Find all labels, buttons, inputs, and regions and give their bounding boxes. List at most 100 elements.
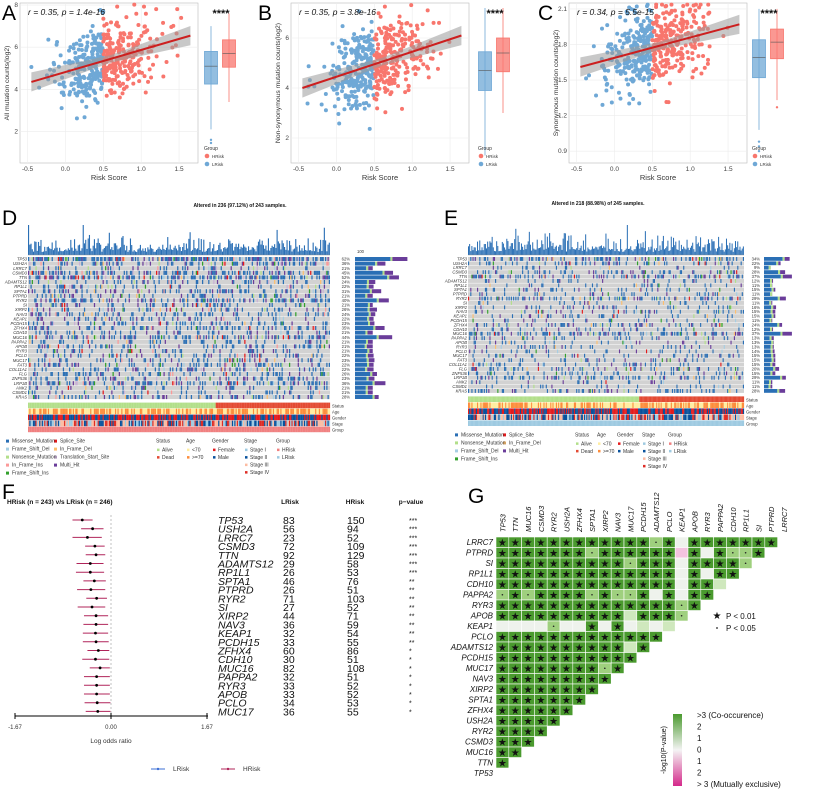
annotation-cell-age xyxy=(300,408,302,415)
mutation-cell xyxy=(210,261,212,266)
mutation-cell xyxy=(271,261,273,266)
mutation-cell xyxy=(229,275,231,280)
point-lrisk xyxy=(89,78,94,83)
annotation-cell-gender xyxy=(106,414,108,421)
mutation-cell xyxy=(90,270,92,275)
annotation-cell-status xyxy=(221,402,224,409)
mutation-cell xyxy=(67,395,70,400)
mutation-cell xyxy=(274,358,276,363)
mutation-cell xyxy=(219,307,221,312)
mutation-cell xyxy=(224,289,226,294)
tmb-bar xyxy=(170,249,173,255)
tmb-bar xyxy=(303,245,306,255)
mutation-cell xyxy=(211,293,214,298)
mutation-cell xyxy=(213,303,215,308)
point-lrisk xyxy=(336,96,341,101)
annotation-cell-gender xyxy=(67,414,70,421)
mutation-cell xyxy=(178,344,180,349)
point-lrisk xyxy=(52,62,57,67)
mutation-cell xyxy=(103,270,106,275)
mutation-cell xyxy=(326,321,328,326)
annotation-cell-age xyxy=(40,408,42,415)
mutation-cell xyxy=(323,312,326,317)
outlier-point xyxy=(775,106,779,109)
mutation-cell xyxy=(66,358,68,363)
mutation-cell xyxy=(77,275,79,280)
mutation-cell xyxy=(82,367,84,372)
tmb-bar xyxy=(307,238,309,255)
mutation-cell xyxy=(116,261,118,266)
mutation-cell xyxy=(292,381,294,386)
mutation-cell xyxy=(233,298,235,303)
point-hrisk xyxy=(121,39,126,44)
mutation-cell xyxy=(134,344,137,349)
mutation-cell xyxy=(60,257,62,262)
tmb-bar xyxy=(194,248,196,255)
mutation-cell xyxy=(90,362,92,367)
mutation-cell xyxy=(318,362,321,367)
point-lrisk xyxy=(360,44,365,49)
mutation-cell xyxy=(128,362,130,367)
mutation-cell xyxy=(71,349,73,354)
mutation-cell xyxy=(267,330,270,335)
mutation-cell xyxy=(146,270,148,275)
mutation-cell xyxy=(85,280,87,285)
mutation-cell xyxy=(144,298,147,303)
mutation-cell xyxy=(167,298,169,303)
x-tick-label: 1.0 xyxy=(137,166,146,173)
point-hrisk xyxy=(663,27,668,32)
point-lrisk xyxy=(641,78,646,83)
panel-label: E xyxy=(444,207,458,230)
annotation-cell-gender xyxy=(313,414,316,421)
annotation-cell-status xyxy=(71,402,73,409)
mutation-cell xyxy=(203,266,205,271)
annotation-cell-gender xyxy=(322,414,324,421)
point-lrisk xyxy=(648,89,653,94)
annotation-cell-gender xyxy=(291,414,293,421)
annotation-cell-gender xyxy=(317,414,319,421)
mutation-cell xyxy=(265,261,267,266)
point-lrisk xyxy=(89,41,94,46)
mutation-cell xyxy=(190,367,193,372)
mutation-cell xyxy=(326,385,328,390)
mutation-cell xyxy=(197,270,199,275)
mutation-cell xyxy=(86,326,88,331)
mutation-cell xyxy=(182,335,184,340)
mutation-cell xyxy=(59,339,61,344)
annotation-cell-age xyxy=(96,408,98,415)
annotation-cell-status xyxy=(97,402,99,409)
mutation-cell xyxy=(100,293,102,298)
point-hrisk xyxy=(101,39,106,44)
mutation-cell xyxy=(260,362,262,367)
point-hrisk xyxy=(137,58,142,63)
mutation-cell xyxy=(55,298,57,303)
tmb-bar xyxy=(259,239,261,255)
annotation-cell-status xyxy=(28,402,30,409)
mutation-cell xyxy=(305,316,307,321)
mutation-cell xyxy=(290,376,292,381)
annotation-cell-gender xyxy=(270,414,272,421)
mutation-cell xyxy=(133,280,135,285)
annotation-cell-gender xyxy=(219,414,221,421)
annotation-cell-gender xyxy=(327,414,329,421)
mutation-cell xyxy=(265,330,267,335)
mutation-cell xyxy=(169,284,171,289)
mutation-cell xyxy=(149,372,152,377)
mutation-cell xyxy=(305,312,307,317)
mutation-cell xyxy=(220,307,222,312)
mutation-cell xyxy=(124,367,127,372)
annotation-cell-status xyxy=(133,402,135,409)
point-lrisk xyxy=(94,41,99,46)
annotation-cell-age xyxy=(271,408,273,415)
point-lrisk xyxy=(645,25,650,30)
mutation-cell xyxy=(224,261,226,266)
annotation-cell-status xyxy=(29,402,31,409)
mutation-cell xyxy=(110,385,112,390)
mutation-cell xyxy=(64,293,66,298)
tmb-bar xyxy=(66,250,68,255)
mutation-cell xyxy=(252,266,255,271)
mutation-cell xyxy=(127,395,129,400)
mutation-cell xyxy=(107,266,109,271)
annotation-cell-gender xyxy=(189,414,191,421)
annotation-cell-age xyxy=(47,408,50,415)
